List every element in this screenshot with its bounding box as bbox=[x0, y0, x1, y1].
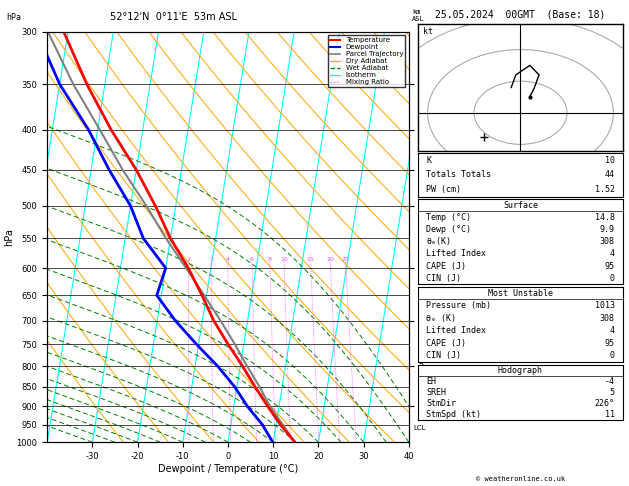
Text: 3: 3 bbox=[209, 257, 213, 262]
X-axis label: Dewpoint / Temperature (°C): Dewpoint / Temperature (°C) bbox=[158, 464, 298, 474]
Text: 10: 10 bbox=[604, 156, 615, 165]
Text: θₑ (K): θₑ (K) bbox=[426, 313, 457, 323]
Text: Pressure (mb): Pressure (mb) bbox=[426, 301, 491, 310]
Text: 6: 6 bbox=[250, 257, 254, 262]
Text: 44: 44 bbox=[604, 171, 615, 179]
Text: Lifted Index: Lifted Index bbox=[426, 326, 486, 335]
Text: Temp (°C): Temp (°C) bbox=[426, 213, 472, 222]
Text: 52°12'N  0°11'E  53m ASL: 52°12'N 0°11'E 53m ASL bbox=[110, 12, 237, 22]
Text: 15: 15 bbox=[307, 257, 314, 262]
Text: Dewp (°C): Dewp (°C) bbox=[426, 225, 472, 234]
Text: -4: -4 bbox=[604, 377, 615, 386]
Text: K: K bbox=[426, 156, 431, 165]
Text: 8: 8 bbox=[268, 257, 272, 262]
Text: 0: 0 bbox=[610, 274, 615, 283]
Text: 4: 4 bbox=[610, 326, 615, 335]
Text: 5: 5 bbox=[610, 388, 615, 397]
Text: 1.52: 1.52 bbox=[594, 185, 615, 194]
Text: Lifted Index: Lifted Index bbox=[426, 249, 486, 259]
Y-axis label: hPa: hPa bbox=[4, 228, 14, 246]
Text: CAPE (J): CAPE (J) bbox=[426, 339, 467, 348]
Text: 95: 95 bbox=[604, 339, 615, 348]
Text: hPa: hPa bbox=[6, 13, 21, 22]
Text: EH: EH bbox=[426, 377, 437, 386]
Text: Most Unstable: Most Unstable bbox=[488, 289, 553, 297]
Text: Surface: Surface bbox=[503, 201, 538, 210]
Text: θₑ(K): θₑ(K) bbox=[426, 237, 452, 246]
Text: 20: 20 bbox=[326, 257, 334, 262]
Text: 95: 95 bbox=[604, 261, 615, 271]
Text: 25: 25 bbox=[342, 257, 350, 262]
Text: CIN (J): CIN (J) bbox=[426, 274, 462, 283]
Text: 9.9: 9.9 bbox=[599, 225, 615, 234]
Text: 308: 308 bbox=[599, 237, 615, 246]
Text: 2: 2 bbox=[186, 257, 191, 262]
Text: 14.8: 14.8 bbox=[594, 213, 615, 222]
Text: Totals Totals: Totals Totals bbox=[426, 171, 491, 179]
Text: StmDir: StmDir bbox=[426, 399, 457, 408]
Text: kt: kt bbox=[423, 27, 433, 36]
Legend: Temperature, Dewpoint, Parcel Trajectory, Dry Adiabat, Wet Adiabat, Isotherm, Mi: Temperature, Dewpoint, Parcel Trajectory… bbox=[328, 35, 405, 87]
Text: 10: 10 bbox=[280, 257, 288, 262]
Text: 4: 4 bbox=[610, 249, 615, 259]
Text: 308: 308 bbox=[599, 313, 615, 323]
Text: PW (cm): PW (cm) bbox=[426, 185, 462, 194]
Text: 226°: 226° bbox=[594, 399, 615, 408]
Text: SREH: SREH bbox=[426, 388, 447, 397]
Text: CAPE (J): CAPE (J) bbox=[426, 261, 467, 271]
Text: LCL: LCL bbox=[413, 425, 425, 432]
Text: CIN (J): CIN (J) bbox=[426, 351, 462, 360]
Text: 11: 11 bbox=[604, 410, 615, 419]
Text: 1013: 1013 bbox=[594, 301, 615, 310]
Text: 4: 4 bbox=[226, 257, 230, 262]
Text: 0: 0 bbox=[610, 351, 615, 360]
Text: Hodograph: Hodograph bbox=[498, 365, 543, 375]
Text: © weatheronline.co.uk: © weatheronline.co.uk bbox=[476, 476, 565, 482]
Text: km
ASL: km ASL bbox=[412, 9, 425, 22]
Text: 25.05.2024  00GMT  (Base: 18): 25.05.2024 00GMT (Base: 18) bbox=[435, 9, 606, 19]
Text: StmSpd (kt): StmSpd (kt) bbox=[426, 410, 481, 419]
Y-axis label: km
ASL: km ASL bbox=[426, 229, 446, 245]
